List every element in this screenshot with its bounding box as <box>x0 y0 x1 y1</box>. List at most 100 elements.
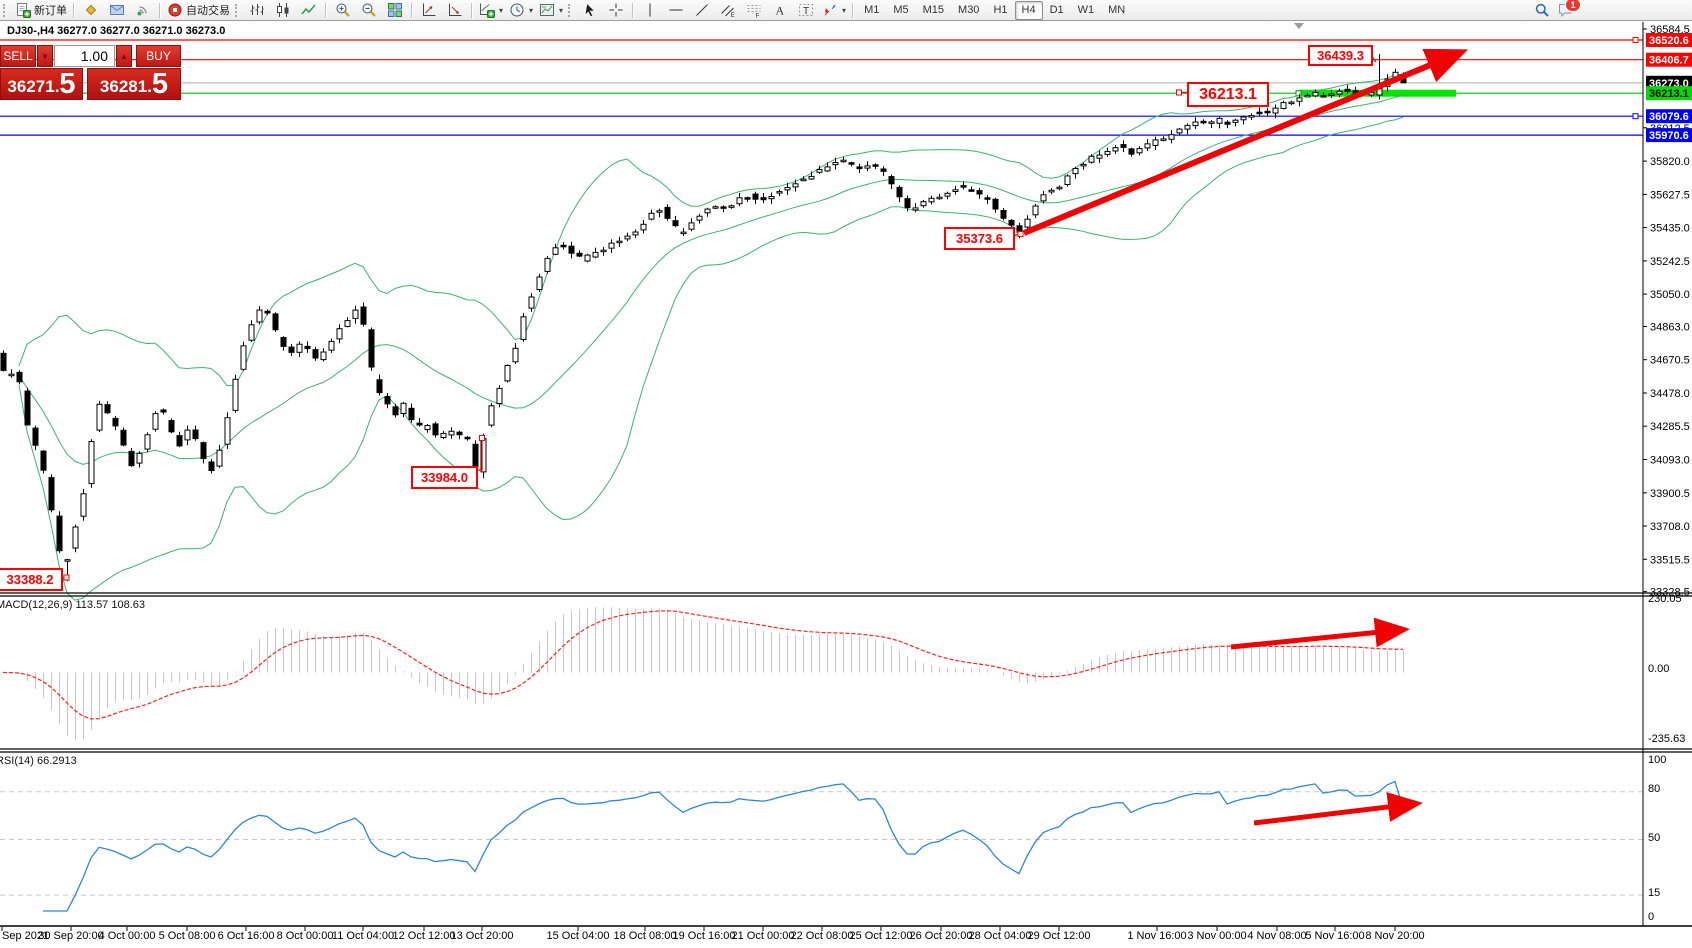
lot-up-button[interactable]: ▲ <box>116 45 132 67</box>
zoom-in-button[interactable] <box>330 0 356 20</box>
tile-windows-button[interactable] <box>382 0 408 20</box>
svg-text:33515.5: 33515.5 <box>1650 554 1690 566</box>
svg-text:34093.0: 34093.0 <box>1650 455 1690 467</box>
svg-text:36406.7: 36406.7 <box>1649 55 1689 67</box>
svg-text:1 Nov 16:00: 1 Nov 16:00 <box>1127 930 1186 942</box>
dropdown-caret-icon: ▾ <box>842 5 847 15</box>
sell-price-display[interactable]: 36271. 5 <box>0 68 83 100</box>
svg-text:5 Oct 08:00: 5 Oct 08:00 <box>159 930 216 942</box>
text-label-icon: T <box>799 4 814 17</box>
period-clock-button[interactable]: ▾ <box>506 0 536 20</box>
svg-text:35242.5: 35242.5 <box>1650 256 1690 268</box>
svg-text:35627.5: 35627.5 <box>1650 189 1690 201</box>
bar-chart-button[interactable] <box>244 0 270 20</box>
svg-text:A: A <box>776 4 785 18</box>
price-annotation-label[interactable]: 33984.0 <box>411 466 478 489</box>
buy-button[interactable]: BUY <box>136 45 181 67</box>
svg-text:29 Oct 12:00: 29 Oct 12:00 <box>1028 930 1091 942</box>
svg-text:34670.5: 34670.5 <box>1650 355 1690 367</box>
trend-arrows <box>1022 48 1469 826</box>
timeframe-m5[interactable]: M5 <box>893 3 909 16</box>
price-annotation-label[interactable]: 33388.2 <box>0 568 63 591</box>
tile-windows-icon <box>388 3 402 17</box>
price-annotation-label[interactable]: 36213.1 <box>1187 82 1269 107</box>
style-diamond-button[interactable] <box>78 0 104 20</box>
trend-line-button[interactable] <box>689 0 715 20</box>
fibonacci-button[interactable]: F <box>741 0 767 20</box>
lot-size-input[interactable] <box>54 45 115 67</box>
toolbar: 新订单 自动交易 ▾ ▾ ▾ E F A T ▾ M1 M5 M15 M30 H1 H4 D1 W1 MN 1 <box>0 0 1692 21</box>
candle-chart-button[interactable] <box>270 0 296 20</box>
timeframe-m1[interactable]: M1 <box>864 3 880 16</box>
time-axis[interactable] <box>0 927 1643 943</box>
zoom-in-icon <box>336 3 350 17</box>
add-indicator-button[interactable]: ▾ <box>476 0 506 20</box>
autotrade-label: 自动交易 <box>186 5 230 17</box>
timeframe-w1[interactable]: W1 <box>1077 3 1095 16</box>
svg-text:33900.5: 33900.5 <box>1650 488 1690 500</box>
svg-text:34478.0: 34478.0 <box>1650 388 1690 400</box>
panel-separators <box>0 592 1692 927</box>
sell-button[interactable]: SELL <box>0 45 36 67</box>
horizontal-line-icon <box>669 9 683 11</box>
new-order-button[interactable]: 新订单 <box>12 0 70 20</box>
dropdown-caret-icon: ▾ <box>559 5 564 15</box>
candle-chart-icon <box>277 3 289 17</box>
one-click-trading-panel: SELL ▼ ▲ BUY 36271.5 36281.5 <box>0 45 181 100</box>
toolbar-separator <box>73 2 75 18</box>
svg-text:3 Nov 00:00: 3 Nov 00:00 <box>1187 930 1246 942</box>
mail-icon <box>110 5 124 15</box>
cursor-button[interactable] <box>577 0 603 20</box>
horizontal-line-objects <box>0 39 1643 136</box>
timeframe-m30[interactable]: M30 <box>958 3 980 16</box>
toolbar-separator <box>411 2 413 18</box>
svg-text:34863.0: 34863.0 <box>1650 322 1690 334</box>
svg-text:230.05: 230.05 <box>1648 593 1682 605</box>
price-axis[interactable] <box>1644 22 1692 926</box>
buy-price-display[interactable]: 36281. 5 <box>87 68 181 100</box>
zoom-out-icon <box>362 3 376 17</box>
timeframe-h4[interactable]: H4 <box>1014 0 1043 20</box>
text-button[interactable]: A <box>767 0 793 20</box>
signal-button[interactable] <box>130 0 156 20</box>
svg-text:12 Oct 12:00: 12 Oct 12:00 <box>393 930 456 942</box>
autotrade-button[interactable]: 自动交易 <box>164 0 233 20</box>
equidistant-channel-button[interactable]: E <box>715 0 741 20</box>
toolbar-grip[interactable] <box>235 3 241 17</box>
price-annotation-label[interactable]: 35373.6 <box>944 227 1015 250</box>
timeframe-m15[interactable]: M15 <box>922 3 945 16</box>
svg-text:35820.0: 35820.0 <box>1650 156 1690 168</box>
signal-icon <box>137 6 147 16</box>
svg-text:8 Oct 00:00: 8 Oct 00:00 <box>277 930 334 942</box>
sell-price-main: 36271. <box>7 77 60 96</box>
text-label-button[interactable]: T <box>793 0 819 20</box>
crosshair-button[interactable] <box>603 0 629 20</box>
dropdown-caret-icon: ▾ <box>499 5 504 15</box>
rsi-line <box>43 780 1404 912</box>
horizontal-line-button[interactable] <box>663 0 689 20</box>
arrows-tool-button[interactable]: ▾ <box>819 0 849 20</box>
line-chart-button[interactable] <box>296 0 322 20</box>
timeframe-h1[interactable]: H1 <box>993 3 1008 16</box>
timeframe-d1[interactable]: D1 <box>1049 3 1064 16</box>
arrange-right-button[interactable] <box>442 0 468 20</box>
svg-text:0: 0 <box>1648 911 1654 923</box>
chat-button[interactable]: 1 <box>1558 0 1581 18</box>
toolbar-grip[interactable] <box>3 3 9 17</box>
zoom-out-button[interactable] <box>356 0 382 20</box>
svg-text:35435.0: 35435.0 <box>1650 223 1690 235</box>
svg-text:36079.6: 36079.6 <box>1649 111 1689 123</box>
lot-down-button[interactable]: ▼ <box>37 45 53 67</box>
arrange-left-button[interactable] <box>416 0 442 20</box>
search-button[interactable] <box>1534 2 1550 18</box>
svg-text:80: 80 <box>1648 783 1660 795</box>
svg-text:15 Oct 04:00: 15 Oct 04:00 <box>547 930 610 942</box>
price-annotation-label[interactable]: 36439.3 <box>1308 45 1373 66</box>
toolbar-grip[interactable] <box>568 3 574 17</box>
template-chart-button[interactable]: ▾ <box>536 0 566 20</box>
svg-text:30 Sep 20:00: 30 Sep 20:00 <box>38 930 103 942</box>
mail-button[interactable] <box>104 0 130 20</box>
timeframe-mn[interactable]: MN <box>1108 3 1126 16</box>
vertical-line-button[interactable] <box>637 0 663 20</box>
